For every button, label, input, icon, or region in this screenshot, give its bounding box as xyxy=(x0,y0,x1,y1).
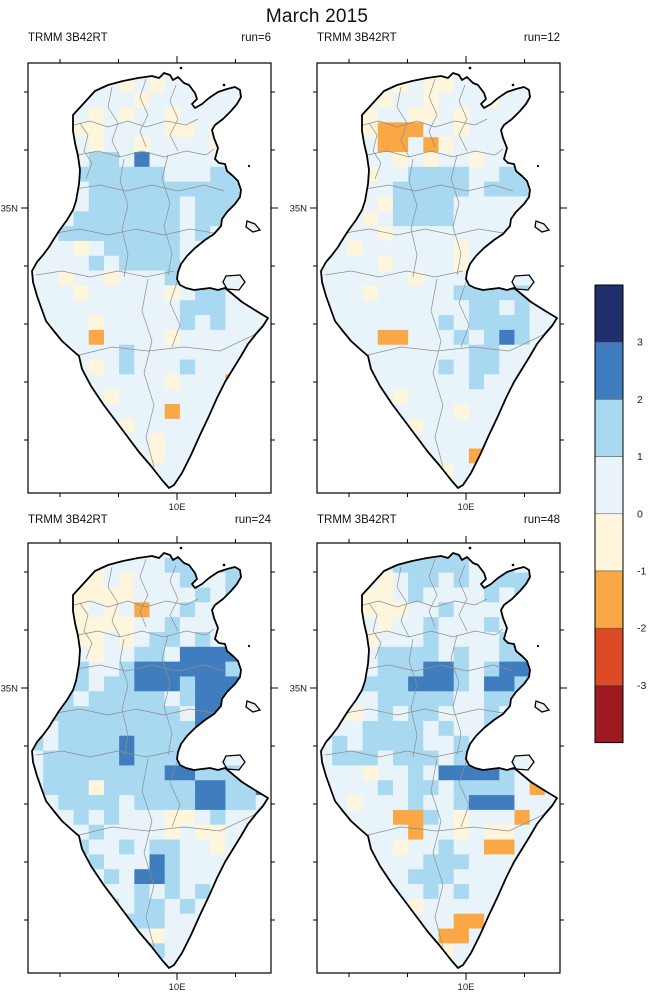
colorbar-tick-label: -2 xyxy=(637,623,646,635)
dataset-label: TRMM 3B42RT xyxy=(28,514,108,526)
colorbar-tick-label: 3 xyxy=(637,337,643,349)
panel-frame xyxy=(316,542,561,974)
panel-header-run48: TRMM 3B42RT run=48 xyxy=(317,514,560,526)
panel-header-run6: TRMM 3B42RT run=6 xyxy=(28,32,271,44)
panel-frame xyxy=(27,62,272,494)
islet-dot xyxy=(468,546,472,550)
tunisia-outline xyxy=(31,552,269,969)
map-run6: 35N 10E xyxy=(1,56,278,513)
islet-dot xyxy=(536,644,540,648)
grid-cells xyxy=(321,73,557,488)
djerba-island-outline xyxy=(511,274,535,291)
islet-dot xyxy=(222,563,226,567)
islet-dot xyxy=(222,83,226,87)
colorbar: 3 2 1 0 -1 -2 -3 xyxy=(594,284,646,744)
islet-dot xyxy=(247,164,251,168)
lon-tick-label: 10E xyxy=(169,502,186,513)
kerkennah-islands-outline xyxy=(534,220,551,233)
map-run24: 35N 10E xyxy=(1,536,278,993)
colorbar-tick-label: -3 xyxy=(637,680,646,692)
dataset-label: TRMM 3B42RT xyxy=(317,514,397,526)
run-label: run=6 xyxy=(241,32,271,44)
run-label: run=12 xyxy=(523,32,560,44)
kerkennah-islands-outline xyxy=(245,220,262,233)
run-label: run=48 xyxy=(523,514,560,526)
islet-dot xyxy=(179,546,183,550)
map-run12: 35N 10E xyxy=(290,56,567,513)
islet-dot xyxy=(247,644,251,648)
islet-dot xyxy=(536,164,540,168)
islet-dot xyxy=(511,563,515,567)
colorbar-tick-label: 0 xyxy=(637,508,643,520)
colorbar-tick-label: -1 xyxy=(637,566,646,578)
djerba-island-outline xyxy=(511,754,535,771)
tunisia-outline xyxy=(320,552,558,969)
islet-dot xyxy=(179,66,183,70)
colorbar-tick-label: 2 xyxy=(637,394,643,406)
lon-tick-label: 10E xyxy=(169,982,186,993)
grid-cells xyxy=(32,553,268,968)
map-run48: 35N 10E xyxy=(290,536,567,993)
lat-tick-label: 35N xyxy=(290,204,308,215)
figure-title: March 2015 xyxy=(265,6,369,27)
islet-dot xyxy=(468,66,472,70)
colorbar-tick-label: 1 xyxy=(637,451,643,463)
dataset-label: TRMM 3B42RT xyxy=(28,32,108,44)
kerkennah-islands-outline xyxy=(534,700,551,713)
panel-frame xyxy=(27,542,272,974)
kerkennah-islands-outline xyxy=(245,700,262,713)
lat-tick-label: 35N xyxy=(1,204,19,215)
panel-frame xyxy=(316,62,561,494)
djerba-island-outline xyxy=(222,274,246,291)
panel-header-run12: TRMM 3B42RT run=12 xyxy=(317,32,560,44)
lat-tick-label: 35N xyxy=(1,684,19,695)
grid-cells xyxy=(321,553,557,968)
run-label: run=24 xyxy=(234,514,271,526)
tunisia-outline xyxy=(31,72,269,489)
islet-dot xyxy=(511,83,515,87)
tunisia-outline xyxy=(320,72,558,489)
grid-cells xyxy=(32,73,268,488)
lon-tick-label: 10E xyxy=(458,502,475,513)
panel-header-run24: TRMM 3B42RT run=24 xyxy=(28,514,271,526)
lat-tick-label: 35N xyxy=(290,684,308,695)
djerba-island-outline xyxy=(222,754,246,771)
dataset-label: TRMM 3B42RT xyxy=(317,32,397,44)
lon-tick-label: 10E xyxy=(458,982,475,993)
